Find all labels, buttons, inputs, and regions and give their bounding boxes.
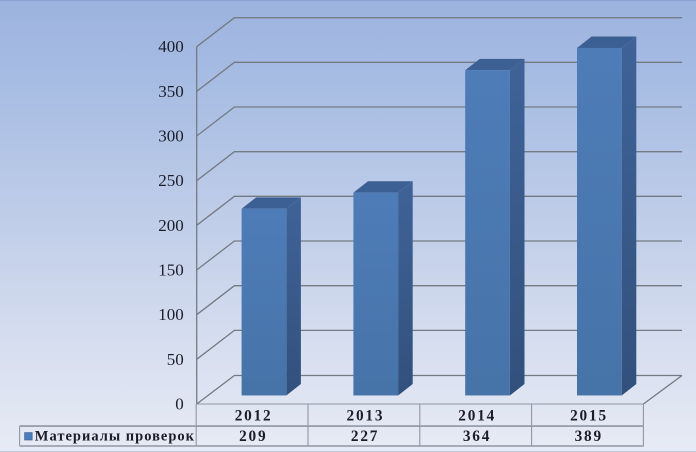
svg-text:350: 350 — [158, 82, 184, 101]
svg-text:0: 0 — [175, 395, 184, 414]
svg-text:364: 364 — [463, 428, 491, 445]
svg-text:2015: 2015 — [570, 408, 608, 425]
svg-text:250: 250 — [158, 171, 184, 190]
svg-text:389: 389 — [575, 428, 603, 445]
svg-text:227: 227 — [351, 428, 379, 445]
svg-text:Материалы проверок: Материалы проверок — [35, 429, 195, 445]
svg-text:2014: 2014 — [458, 408, 496, 425]
svg-text:50: 50 — [167, 350, 184, 369]
svg-text:2013: 2013 — [347, 408, 385, 425]
svg-text:400: 400 — [158, 37, 184, 56]
svg-text:200: 200 — [158, 216, 184, 235]
svg-text:209: 209 — [239, 428, 267, 445]
svg-text:100: 100 — [158, 305, 184, 324]
svg-text:300: 300 — [158, 127, 184, 146]
svg-text:2012: 2012 — [235, 408, 273, 425]
svg-text:150: 150 — [158, 261, 184, 280]
